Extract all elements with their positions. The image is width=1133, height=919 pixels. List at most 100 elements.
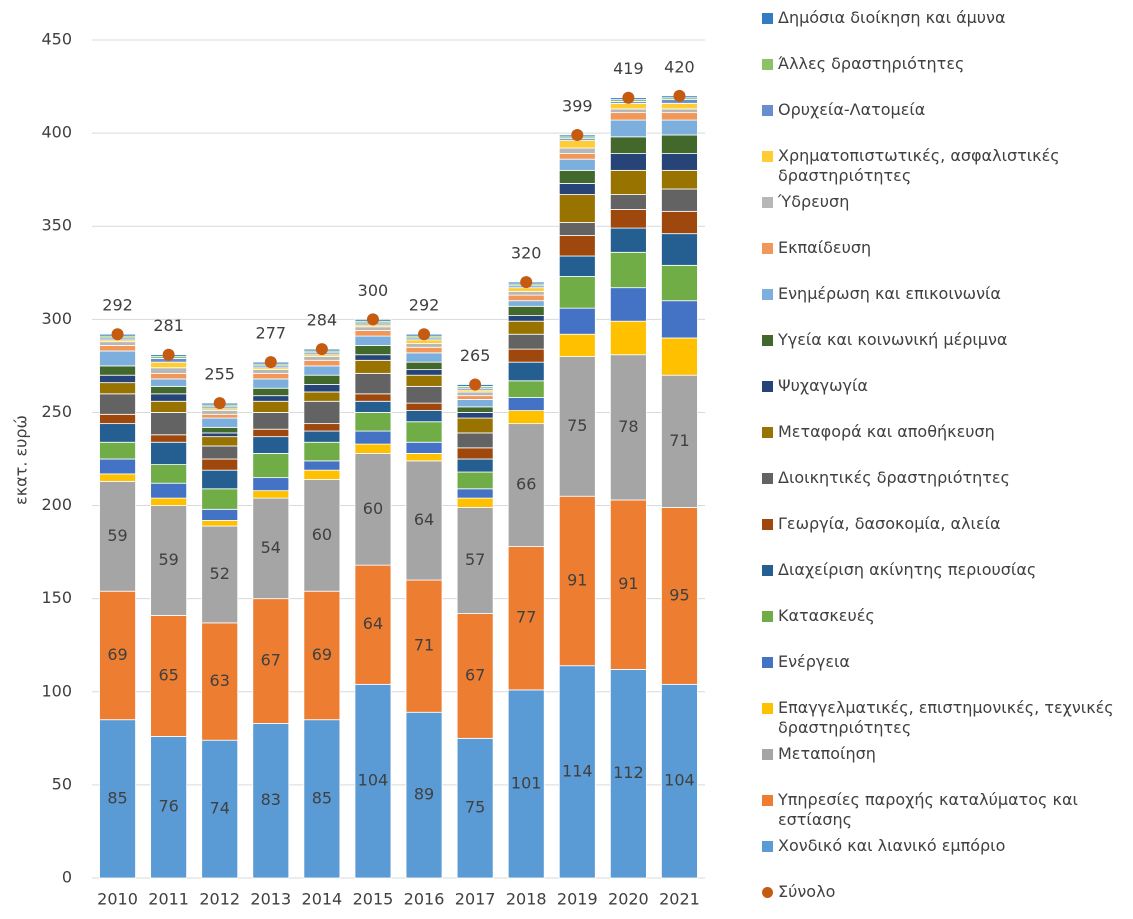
bar-segment bbox=[252, 453, 290, 479]
bar-segment bbox=[354, 330, 392, 337]
legend-item: Διαχείριση ακίνητης περιουσίας bbox=[762, 560, 1132, 580]
data-label: 114 bbox=[562, 761, 593, 780]
legend-item: Ύδρευση bbox=[762, 192, 1132, 212]
total-marker bbox=[162, 348, 175, 361]
bar-segment bbox=[405, 453, 443, 462]
bar-segment bbox=[150, 367, 188, 374]
bar-segment bbox=[99, 423, 136, 443]
bar-segment bbox=[303, 423, 341, 432]
bar-segment bbox=[456, 507, 494, 614]
data-label: 101 bbox=[511, 773, 542, 792]
legend-item: Υγεία και κοινωνική μέριμνα bbox=[762, 330, 1132, 350]
total-label: 281 bbox=[153, 316, 184, 335]
data-label: 59 bbox=[107, 526, 127, 545]
bar-segment bbox=[405, 410, 443, 423]
x-tick-label: 2015 bbox=[353, 890, 394, 909]
bar-segment bbox=[609, 499, 647, 670]
legend-label: Επαγγελματικές, επιστημονικές, τεχνικές … bbox=[778, 698, 1114, 737]
bar-segment bbox=[609, 320, 647, 356]
bar-segment bbox=[201, 739, 239, 879]
bar-segment bbox=[99, 345, 136, 352]
bar-segment bbox=[456, 447, 494, 460]
bar-segment bbox=[609, 119, 647, 138]
data-label: 91 bbox=[618, 574, 638, 593]
bar-segment bbox=[201, 413, 239, 419]
bar-segment bbox=[354, 400, 392, 413]
x-tick-label: 2019 bbox=[557, 890, 598, 909]
bar-segment bbox=[99, 341, 136, 346]
bar-segment bbox=[354, 412, 392, 432]
bar-segment bbox=[456, 399, 494, 408]
legend-label: Σύνολο bbox=[778, 882, 836, 901]
bar-segment bbox=[661, 337, 698, 376]
data-label: 65 bbox=[158, 665, 178, 684]
y-axis-title: εκατ. ευρώ bbox=[12, 415, 31, 505]
bar-segment bbox=[303, 590, 341, 721]
bar-segment bbox=[456, 417, 494, 434]
bar-segment bbox=[303, 384, 341, 393]
bar-segment bbox=[609, 251, 647, 289]
bar-segment bbox=[405, 369, 443, 376]
bar-segment bbox=[507, 546, 545, 691]
bar-segment bbox=[303, 469, 341, 480]
bar-segment bbox=[558, 194, 596, 223]
bar-segment bbox=[150, 464, 188, 484]
bar-segment bbox=[456, 737, 494, 879]
total-label: 255 bbox=[204, 365, 235, 384]
bar-segment bbox=[661, 233, 698, 266]
bar-segment bbox=[405, 441, 443, 454]
legend-swatch bbox=[762, 381, 773, 392]
total-marker bbox=[673, 89, 686, 102]
legend-label: Υπηρεσίες παροχής καταλύματος και εστίασ… bbox=[778, 790, 1078, 829]
legend-swatch bbox=[762, 795, 773, 806]
legend-item: Ψυχαγωγία bbox=[762, 376, 1132, 396]
bar-segment bbox=[456, 412, 494, 419]
bar-segment bbox=[558, 333, 596, 357]
bar-segment bbox=[150, 372, 188, 380]
data-label: 83 bbox=[261, 790, 281, 809]
total-marker bbox=[315, 343, 328, 356]
legend-item: Επαγγελματικές, επιστημονικές, τεχνικές … bbox=[762, 698, 1132, 738]
y-tick-label: 450 bbox=[41, 30, 72, 49]
legend-item: Ενημέρωση και επικοινωνία bbox=[762, 284, 1132, 304]
data-label: 59 bbox=[158, 550, 178, 569]
bar-segment bbox=[507, 348, 545, 363]
total-label: 300 bbox=[358, 281, 389, 300]
bar-segment bbox=[201, 436, 239, 447]
data-label: 60 bbox=[312, 525, 332, 544]
legend-label: Ψυχαγωγία bbox=[778, 376, 868, 395]
bar-segment bbox=[354, 393, 392, 402]
legend-swatch bbox=[762, 59, 773, 70]
bar-segment bbox=[661, 108, 698, 114]
total-marker bbox=[622, 91, 635, 104]
bar-segment bbox=[99, 473, 136, 482]
bar-segment bbox=[661, 264, 698, 302]
legend-swatch bbox=[762, 749, 773, 760]
bar-segment bbox=[609, 354, 647, 501]
bar-segment bbox=[303, 374, 341, 385]
bar-segment bbox=[354, 359, 392, 374]
bar-segment bbox=[661, 112, 698, 121]
x-tick-label: 2021 bbox=[659, 890, 700, 909]
bar-segment bbox=[456, 471, 494, 490]
legend-label: Άλλες δραστηριότητες bbox=[778, 54, 965, 73]
legend-swatch bbox=[762, 657, 773, 668]
legend-swatch bbox=[762, 473, 773, 484]
bar-segment bbox=[252, 477, 290, 492]
legend-label: Διαχείριση ακίνητης περιουσίας bbox=[778, 560, 1037, 579]
y-tick-label: 0 bbox=[62, 868, 72, 887]
bar-segment bbox=[150, 482, 188, 499]
bar-segment bbox=[661, 134, 698, 154]
bar-segment bbox=[150, 736, 188, 879]
legend-swatch bbox=[762, 151, 773, 162]
data-label: 64 bbox=[363, 614, 383, 633]
total-label: 399 bbox=[562, 96, 593, 115]
bar-segment bbox=[303, 719, 341, 879]
total-marker bbox=[469, 378, 482, 391]
bar-segment bbox=[99, 374, 136, 384]
bar-segment bbox=[405, 339, 443, 344]
data-label: 67 bbox=[465, 665, 485, 684]
x-tick-label: 2010 bbox=[97, 890, 138, 909]
bar-segment bbox=[609, 209, 647, 229]
total-label: 292 bbox=[409, 296, 440, 315]
